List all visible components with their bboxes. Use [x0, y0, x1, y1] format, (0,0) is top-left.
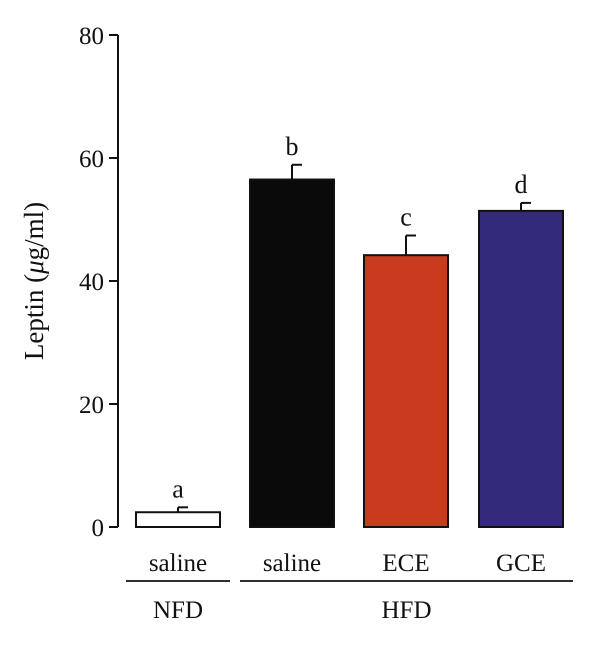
axes: 0 20 40 60 80: [79, 23, 119, 542]
category-label: saline: [149, 550, 207, 577]
y-axis-title-part-2: μ: [19, 260, 49, 275]
y-tick-label: 0: [92, 515, 105, 542]
category-label: GCE: [496, 550, 546, 577]
significance-letter: a: [172, 474, 184, 503]
significance-letter: b: [286, 132, 299, 161]
bar: [478, 209, 564, 528]
group-label: NFD: [153, 597, 203, 624]
bar: [249, 178, 335, 528]
y-tick-label: 40: [79, 269, 104, 296]
group-label: HFD: [381, 597, 431, 624]
y-axis-title: Leptin (μg/ml): [19, 202, 49, 360]
y-tick-label: 60: [79, 146, 104, 173]
significance-letter: d: [515, 170, 528, 199]
y-axis-title-part-3: g/ml): [19, 202, 49, 261]
y-axis-title-part-1: Leptin (: [19, 274, 49, 360]
y-tick-label: 80: [79, 23, 104, 50]
bar: [135, 511, 221, 528]
category-label: ECE: [382, 550, 429, 577]
category-label: saline: [263, 550, 321, 577]
significance-letter: c: [400, 202, 412, 231]
bar: [363, 254, 449, 528]
labels: a saline b saline c ECE d GCE NFD HFD: [126, 132, 573, 624]
bars: [135, 163, 564, 528]
y-tick-label: 20: [79, 392, 104, 419]
